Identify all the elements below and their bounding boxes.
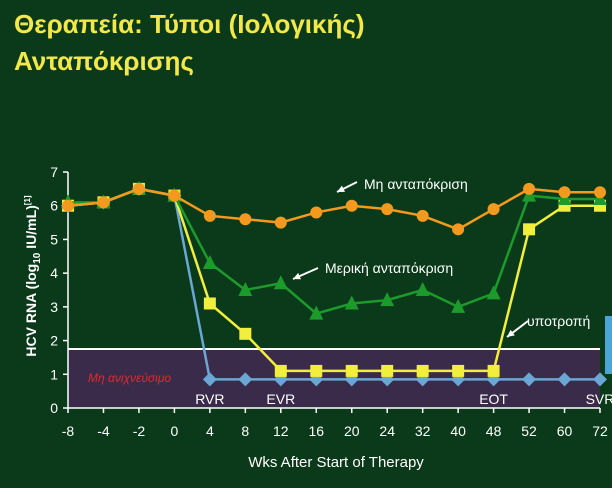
point-labels: RVR EVR EOT SVR [195, 391, 612, 407]
point-square [381, 364, 394, 377]
point-triangle [202, 255, 217, 270]
x-tick-label: -4 [97, 423, 110, 439]
point-circle [62, 199, 74, 212]
x-tick-label: 48 [486, 423, 502, 439]
series-circle [62, 182, 606, 236]
no-response-label: Μη ανταπόκριση [364, 176, 468, 192]
point-diamond [593, 372, 607, 387]
y-tick-label: 0 [50, 400, 58, 416]
point-circle [345, 199, 358, 212]
y-tick-label: 6 [50, 198, 58, 214]
slide-title-line-1: Θεραπεία: Τύποι (Ιολογικής) [14, 9, 365, 39]
point-label-svr: SVR [586, 391, 612, 407]
point-label-evr: EVR [266, 391, 295, 407]
point-circle [381, 203, 394, 216]
point-square [203, 297, 216, 310]
point-circle [239, 213, 252, 226]
point-square [345, 364, 358, 377]
point-diamond [522, 372, 537, 387]
point-square [239, 327, 252, 340]
series-line-circle [67, 187, 600, 231]
point-triangle [309, 305, 324, 320]
y-tick-label: 7 [50, 164, 58, 180]
x-tick-label: 60 [557, 423, 573, 439]
slide-title: Θεραπεία: Τύποι (Ιολογικής) Ανταπόκρισης [14, 6, 604, 80]
y-tick-label: 2 [50, 333, 58, 349]
point-circle [594, 186, 606, 199]
point-circle [523, 182, 536, 195]
point-triangle [238, 282, 253, 296]
x-tick-label: 4 [206, 423, 214, 439]
point-triangle [273, 275, 288, 290]
right-edge-bar [605, 316, 612, 374]
point-square [310, 364, 323, 377]
point-label-eot: EOT [479, 391, 508, 407]
point-circle [416, 209, 429, 222]
point-circle [487, 203, 500, 216]
point-square [416, 364, 429, 377]
point-square [523, 223, 536, 236]
point-circle [452, 223, 465, 236]
partial-response-arrow-head [293, 272, 301, 280]
series-line-triangle [68, 187, 600, 315]
y-axis-label-suffix: IU/mL) [23, 205, 39, 252]
x-tick-label: 12 [273, 423, 289, 439]
y-tick-label: 4 [50, 265, 58, 281]
point-triangle [344, 295, 359, 310]
x-tick-label: -8 [62, 423, 75, 439]
x-tick-label: 8 [241, 423, 249, 439]
point-triangle [380, 292, 395, 307]
point-circle [132, 182, 145, 195]
point-triangle [486, 285, 501, 300]
y-axis-label-superscript: [1] [23, 195, 32, 205]
point-circle [558, 186, 571, 199]
x-tick-label: 24 [379, 423, 395, 439]
x-tick-label: 40 [450, 423, 466, 439]
point-square [452, 364, 465, 377]
undetectable-label: Μη ανιχνεύσιμο [88, 371, 171, 385]
series-layer [61, 180, 607, 387]
point-label-rvr: RVR [195, 391, 224, 407]
x-tick-label: 16 [308, 423, 324, 439]
x-tick-label: 72 [592, 423, 608, 439]
point-triangle [415, 282, 430, 296]
point-circle [274, 216, 287, 229]
point-circle [168, 189, 181, 202]
point-diamond [238, 372, 253, 387]
y-tick-label: 1 [50, 366, 58, 382]
point-circle [97, 196, 110, 209]
x-tick-label: 32 [415, 423, 431, 439]
x-tick-label: -2 [133, 423, 146, 439]
point-square [487, 364, 500, 377]
slide-title-line-2: Ανταπόκρισης [14, 46, 194, 76]
point-circle [203, 209, 216, 222]
series-annotations: Μη ανταπόκριση Μερική ανταπόκριση υποτρο… [292, 176, 590, 338]
partial-response-label: Μερική ανταπόκριση [325, 260, 453, 276]
relapse-arrow-head [507, 329, 515, 337]
point-square [274, 364, 287, 377]
y-axis-label-prefix: HCV RNA (log [23, 264, 39, 357]
series-line-square [67, 187, 600, 373]
point-diamond [557, 372, 572, 387]
no-response-arrow-head [337, 185, 345, 192]
x-tick-label: 52 [521, 423, 537, 439]
x-tick-label: 20 [344, 423, 360, 439]
y-tick-label: 3 [50, 299, 58, 315]
x-tick-label: 0 [171, 423, 179, 439]
y-tick-label: 5 [50, 231, 58, 247]
relapse-label: υποτροπή [527, 313, 590, 329]
point-diamond [202, 372, 217, 387]
x-axis-label: Wks After Start of Therapy [248, 454, 424, 471]
point-triangle [451, 298, 466, 313]
point-circle [310, 206, 323, 219]
y-axis-label: HCV RNA (log10 IU/mL)[1] [23, 195, 43, 357]
y-axis-label-subscript: 10 [32, 252, 43, 264]
